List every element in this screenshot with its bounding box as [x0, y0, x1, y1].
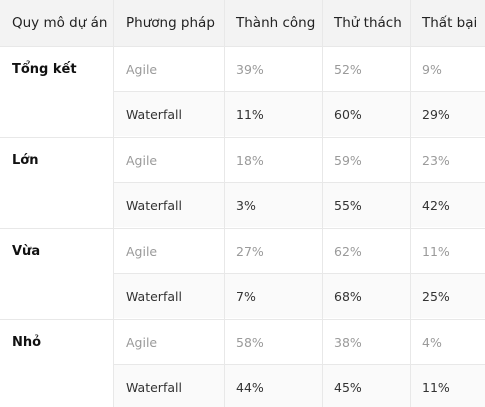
column-divider: [410, 0, 411, 407]
challenged-cell: 68%: [334, 289, 362, 304]
table-row: [113, 91, 485, 136]
failed-cell: 4%: [422, 335, 442, 350]
failed-cell: 23%: [422, 153, 450, 168]
failed-cell: 42%: [422, 198, 450, 213]
group-label: Vừa: [12, 244, 41, 259]
row-divider: [0, 228, 485, 229]
group-label: Lớn: [12, 153, 39, 168]
group-label: Nhỏ: [12, 335, 42, 350]
failed-cell: 11%: [422, 380, 450, 395]
method-cell: Agile: [126, 62, 158, 77]
table-row: [113, 137, 485, 182]
header-challenged: Thử thách: [334, 15, 402, 31]
success-cell: 27%: [236, 244, 264, 259]
header-method: Phương pháp: [126, 15, 215, 31]
failed-cell: 25%: [422, 289, 450, 304]
group-label: Tổng kết: [12, 62, 77, 77]
success-cell: 58%: [236, 335, 264, 350]
success-cell: 44%: [236, 380, 264, 395]
row-divider: [113, 182, 485, 183]
row-divider: [0, 319, 485, 320]
table-row: [113, 273, 485, 318]
row-divider: [0, 46, 485, 47]
method-cell: Waterfall: [126, 380, 182, 395]
success-cell: 3%: [236, 198, 256, 213]
table-row: [113, 319, 485, 364]
challenged-cell: 52%: [334, 62, 362, 77]
method-cell: Agile: [126, 335, 158, 350]
method-cell: Agile: [126, 153, 158, 168]
challenged-cell: 59%: [334, 153, 362, 168]
table-row: [113, 46, 485, 91]
success-cell: 18%: [236, 153, 264, 168]
table-row: [113, 228, 485, 273]
row-divider: [113, 273, 485, 274]
failed-cell: 9%: [422, 62, 442, 77]
success-cell: 11%: [236, 107, 264, 122]
challenged-cell: 45%: [334, 380, 362, 395]
table-row: [113, 364, 485, 407]
method-cell: Waterfall: [126, 289, 182, 304]
method-cell: Waterfall: [126, 107, 182, 122]
method-cell: Agile: [126, 244, 158, 259]
column-divider: [322, 0, 323, 407]
row-divider: [113, 364, 485, 365]
failed-cell: 29%: [422, 107, 450, 122]
header-failed: Thất bại: [422, 15, 478, 31]
success-cell: 39%: [236, 62, 264, 77]
success-cell: 7%: [236, 289, 256, 304]
challenged-cell: 60%: [334, 107, 362, 122]
column-divider: [113, 0, 114, 407]
row-divider: [0, 137, 485, 138]
challenged-cell: 55%: [334, 198, 362, 213]
challenged-cell: 62%: [334, 244, 362, 259]
column-divider: [224, 0, 225, 407]
header-project-size: Quy mô dự án: [12, 15, 108, 31]
table-header: Quy mô dự án Phương pháp Thành công Thử …: [0, 0, 485, 46]
method-cell: Waterfall: [126, 198, 182, 213]
header-success: Thành công: [236, 15, 316, 31]
failed-cell: 11%: [422, 244, 450, 259]
challenged-cell: 38%: [334, 335, 362, 350]
row-divider: [113, 91, 485, 92]
table-row: [113, 182, 485, 227]
